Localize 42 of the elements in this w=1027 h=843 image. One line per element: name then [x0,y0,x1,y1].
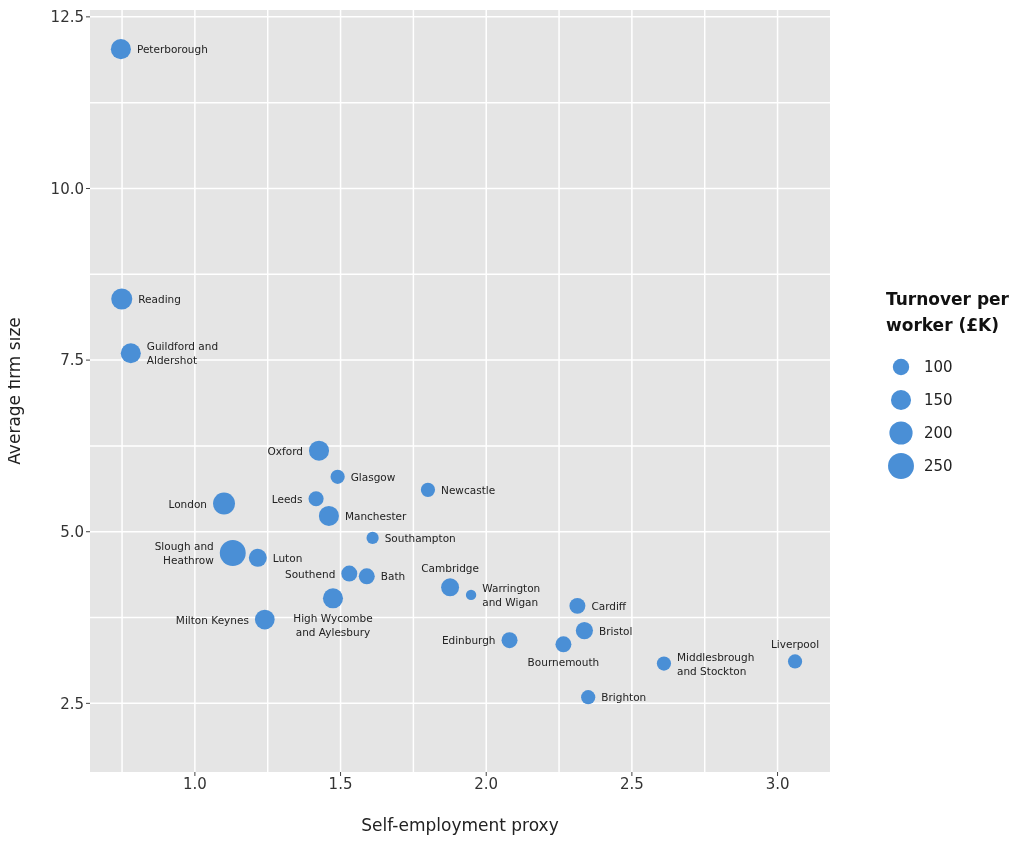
y-tick-label: 5.0 [60,523,84,542]
legend-label: 150 [924,390,953,409]
annotation: Bristol [599,624,633,637]
y-tick-label: 7.5 [60,351,84,370]
annotation: Edinburgh [441,634,496,647]
legend-title: Turnover per worker (£K) [886,288,1010,337]
annotation: High Wycombe and Aylesbury [293,612,373,639]
y-tick-label: 2.5 [60,694,84,713]
legend-label: 250 [924,456,953,475]
annotation: Bath [380,570,406,583]
annotation: Reading [138,293,181,306]
annotation: Milton Keynes [175,613,249,626]
annotation: Peterborough [136,43,208,56]
annotation: Warrington and Wigan [482,581,541,608]
y-tick-label: 12.5 [50,8,84,27]
x-tick-label: 3.0 [765,774,790,793]
x-tick-label: 1.0 [182,774,207,793]
annotation: Slough and Heathrow [154,540,215,567]
annotation: Southend [285,567,336,580]
annotation: Leeds [271,492,303,505]
annotation: Glasgow [350,470,396,483]
legend-label: 200 [924,423,953,442]
x-tick-label: 2.5 [619,774,644,793]
annotation: London [168,497,208,510]
annotation: Liverpool [770,638,820,651]
annotation: Middlesbrough and Stockton [677,650,755,677]
x-axis-title: Self-employment proxy [361,815,559,835]
x-tick-label: 2.0 [474,774,499,793]
annotation: Cardiff [591,599,627,612]
y-axis-title: Average firm size [4,317,25,465]
annotation: Guildford and Aldershot [146,340,219,367]
annotation: Luton [272,551,303,564]
annotation: Cambridge [421,562,479,575]
y-tick-label: 10.0 [50,179,84,198]
annotation: Brighton [601,691,647,704]
annotation: Manchester [344,509,408,522]
annotation: Newcastle [441,483,496,496]
annotation: Oxford [267,444,303,457]
x-tick-label: 1.5 [328,774,353,793]
annotation: Southampton [384,531,456,544]
annotation: Bournemouth [527,656,600,669]
legend-label: 100 [924,357,953,376]
